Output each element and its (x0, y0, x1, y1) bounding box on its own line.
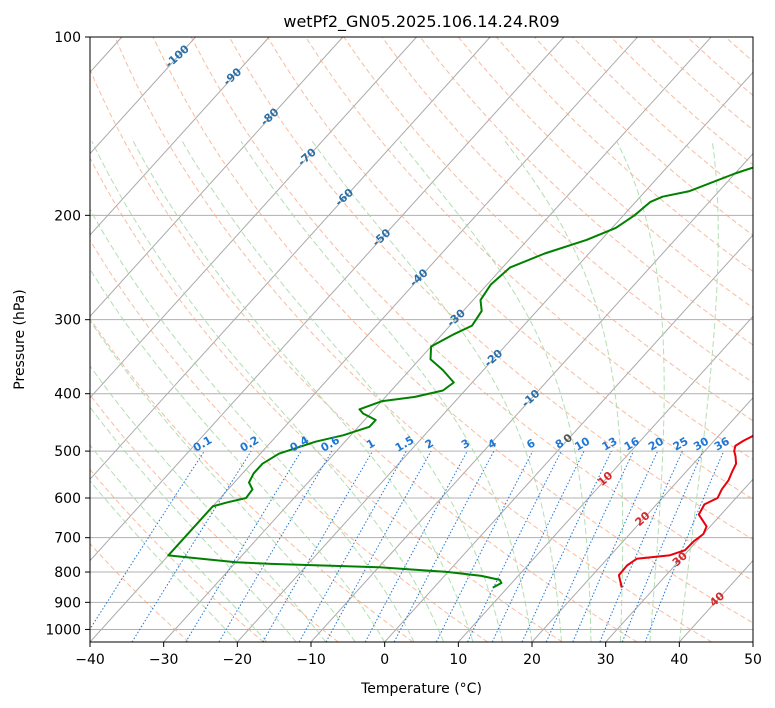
dry-adiabat-line (90, 239, 488, 642)
isotherm-line (605, 478, 753, 642)
moist-adiabat-line (504, 141, 624, 642)
dry-adiabat-line (457, 37, 753, 309)
mixing-ratio-line (599, 450, 683, 642)
dry-adiabat-line (190, 37, 753, 582)
moist-adiabat-line (240, 141, 533, 642)
mixing-ratio-line (545, 450, 634, 642)
dry-adiabat-line (114, 37, 712, 642)
isotherm-line (90, 37, 417, 399)
x-axis-label: Temperature (°C) (360, 681, 482, 697)
moist-adiabat-line (678, 141, 719, 642)
moist-adiabat-line (90, 365, 327, 642)
isotherm-line (531, 397, 753, 642)
isotherm-line (90, 37, 491, 480)
isotherm-line (236, 71, 753, 642)
x-tick-label: −20 (223, 652, 253, 668)
mixing-ratio-line (621, 450, 704, 642)
chart-title: wetPf2_GN05.2025.106.14.24.R09 (283, 12, 559, 32)
y-tick-label: 400 (54, 387, 81, 403)
mixing-ratio-line (572, 450, 659, 642)
y-tick-label: 100 (54, 30, 81, 46)
mixing-ratio-line (521, 450, 612, 642)
isotherm-line (90, 37, 565, 562)
dry-adiabat-line (343, 37, 753, 422)
moist-adiabat-line (616, 141, 665, 642)
dry-adiabat-line (90, 393, 339, 642)
mixing-ratio-line (364, 450, 468, 642)
dry-adiabat-line (90, 156, 563, 642)
profile-lines (167, 166, 753, 589)
x-tick-label: 40 (670, 652, 688, 668)
y-tick-label: 200 (54, 208, 81, 224)
mixing-ratio-line (131, 450, 252, 642)
moist-adiabat-line (181, 141, 503, 642)
dry-adiabat-line (419, 37, 753, 346)
dry-adiabat-line (152, 37, 753, 624)
y-tick-label: 900 (54, 595, 81, 611)
dewpoint-profile (167, 166, 753, 589)
mixing-ratio-line (298, 450, 407, 642)
x-tick-label: 50 (744, 652, 762, 668)
moist-adiabat-line (90, 406, 297, 642)
moist-adiabat-line (90, 208, 415, 642)
y-tick-label: 600 (54, 491, 81, 507)
y-tick-label: 1000 (45, 622, 81, 638)
y-tick-label: 300 (54, 313, 81, 329)
moist-adiabat-line (90, 480, 238, 642)
mixing-ratio-line (644, 450, 725, 642)
axes: −40 −30 −20 −10 0 10 20 30 40 50 100 200 300 400 500 60… (45, 30, 762, 668)
dry-adiabat-line (90, 68, 638, 642)
isotherm-line (457, 315, 753, 642)
isotherm-line (90, 37, 344, 318)
mixing-ratio-line (393, 450, 495, 642)
isotherm-line (384, 234, 753, 642)
y-tick-label: 500 (54, 444, 81, 460)
y-tick-label: 800 (54, 565, 81, 581)
x-tick-label: −30 (149, 652, 179, 668)
dry-adiabat-line (305, 37, 753, 461)
dry-adiabat-line (228, 37, 753, 541)
isotherm-line (90, 37, 196, 155)
mixing-ratio-line (491, 450, 585, 642)
mixing-ratio-line (90, 450, 205, 631)
moist-adiabat-line (90, 319, 356, 642)
x-tick-label: 0 (380, 652, 389, 668)
temperature-profile (617, 434, 753, 588)
mixing-ratio-line (325, 450, 432, 642)
x-tick-label: 10 (449, 652, 467, 668)
x-tick-label: 20 (523, 652, 541, 668)
y-tick-label: 700 (54, 531, 81, 547)
moist-adiabat-line (311, 141, 562, 642)
y-axis-label: Pressure (hPa) (12, 289, 28, 389)
x-tick-label: −10 (296, 652, 326, 668)
isotherm-line (163, 37, 712, 642)
x-tick-label: −40 (75, 652, 105, 668)
x-tick-label: 30 (597, 652, 615, 668)
moist-adiabat-line (90, 268, 386, 642)
plot-frame (89, 36, 754, 643)
mixing-ratio-line (435, 450, 534, 642)
mixing-ratio-line (185, 450, 302, 642)
isotherm-line (90, 37, 270, 236)
